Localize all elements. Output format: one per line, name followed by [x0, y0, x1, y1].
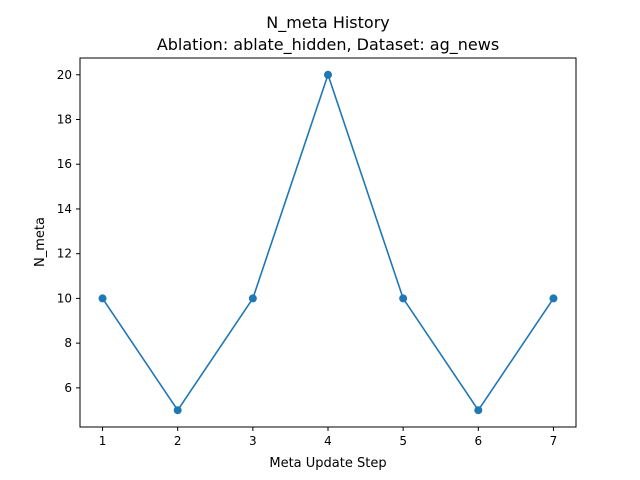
data-point: [324, 70, 332, 79]
y-axis-label: N_meta: [33, 217, 48, 267]
chart-subtitle: Ablation: ablate_hidden, Dataset: ag_new…: [157, 35, 499, 55]
data-point: [98, 294, 107, 303]
y-tick-label: 18: [57, 113, 72, 127]
chart-title: N_meta History: [266, 13, 389, 33]
plot-layer: [98, 70, 558, 415]
data-point: [474, 406, 483, 415]
y-tick-label: 10: [57, 291, 72, 305]
y-tick-label: 6: [64, 381, 72, 395]
y-tick-label: 20: [57, 68, 72, 82]
series-line: [101, 72, 555, 412]
plot-frame: [79, 57, 577, 428]
x-tick-label: 7: [550, 434, 558, 448]
x-tick-label: 1: [99, 434, 107, 448]
data-point: [399, 294, 408, 303]
x-tick-label: 4: [324, 434, 332, 448]
data-point: [248, 294, 257, 303]
y-tick-label: 14: [57, 202, 72, 216]
y-tick-label: 12: [57, 247, 72, 261]
x-axis-label: Meta Update Step: [269, 456, 386, 471]
x-tick-label: 2: [174, 434, 182, 448]
data-point: [549, 294, 558, 303]
data-point: [173, 406, 182, 415]
x-tick-label: 5: [399, 434, 407, 448]
y-tick-label: 16: [57, 157, 72, 171]
y-tick-label: 8: [64, 336, 72, 350]
x-tick-label: 6: [474, 434, 482, 448]
x-tick-label: 3: [249, 434, 257, 448]
